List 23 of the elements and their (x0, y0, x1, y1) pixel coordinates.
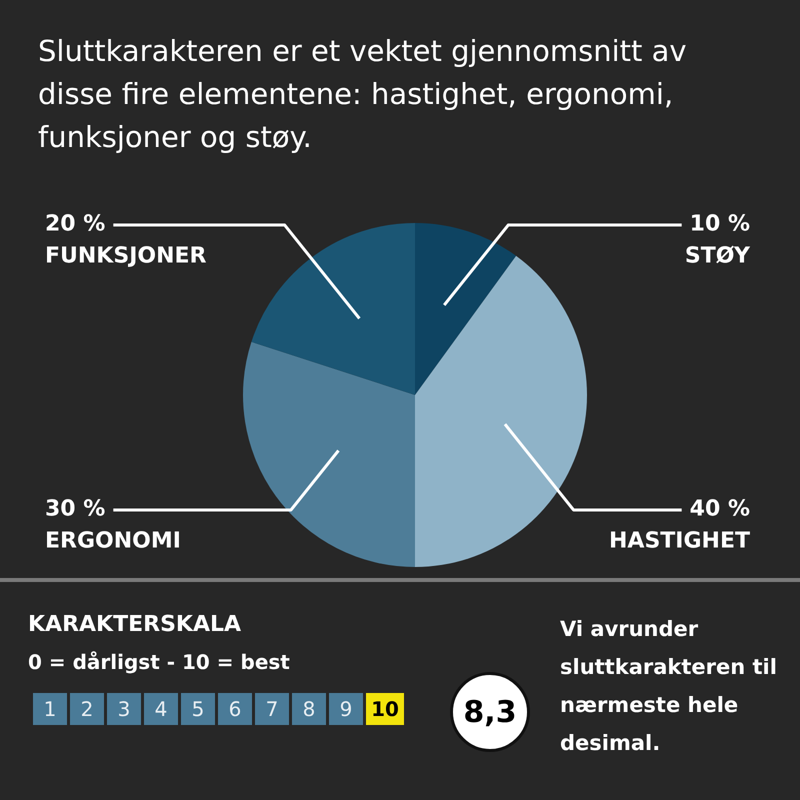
text: 2 (70, 693, 104, 725)
text: 4 (144, 693, 178, 725)
text: 9 (329, 693, 363, 725)
data-label: 30 % (45, 496, 106, 522)
text: 6 (218, 693, 252, 725)
slice-label: HASTIGHET (609, 528, 750, 554)
slice-label: STØY (684, 244, 752, 269)
text: 8,3 (450, 672, 530, 752)
text: 1 (33, 693, 67, 725)
text: KARAKTERSKALA (28, 612, 242, 637)
text: 8 (292, 693, 326, 725)
text: Vi avrunder sluttkarakteren til nærmeste hele desimal. (560, 616, 778, 757)
slice-label: FUNKSJONER (45, 244, 207, 269)
text: 10 (366, 693, 404, 725)
text: 3 (107, 693, 141, 725)
text: 0 = dårligst - 10 = best (28, 650, 290, 674)
data-label: 20 % (45, 212, 106, 237)
text: 7 (255, 693, 289, 725)
data-label: 10 % (690, 212, 750, 237)
slice-label: ERGONOMI (45, 528, 181, 554)
text: 5 (181, 693, 215, 725)
data-label: 40 % (690, 496, 750, 522)
chart-title: Sluttkarakteren er et vektet gjennomsnitt av disse fire elementene: hastighet, ergonomi, funksjoner og støy. (38, 33, 688, 156)
